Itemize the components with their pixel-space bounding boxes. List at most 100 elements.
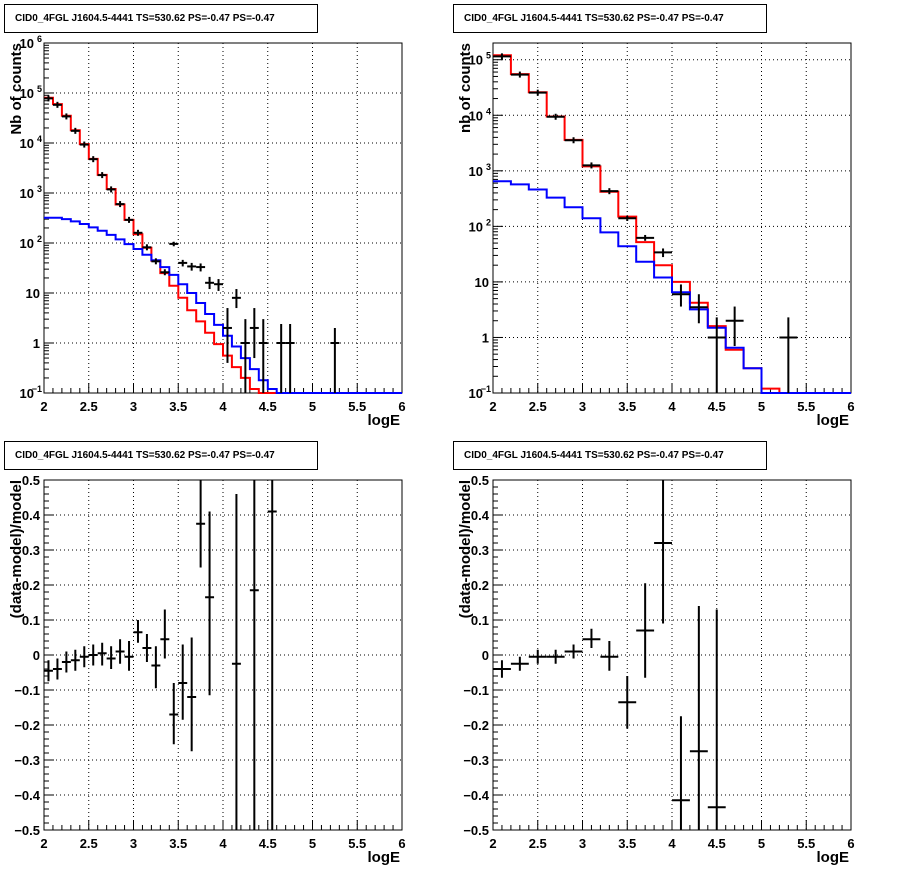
data-point [196, 263, 206, 272]
data-point [52, 658, 62, 680]
y-tick-label: −0.1 [14, 683, 40, 698]
bottom-right-title: CID0_4FGL J1604.5-4441 TS=530.62 PS=-0.4… [453, 441, 767, 470]
x-tick-label: 3 [130, 399, 137, 414]
data-point [510, 71, 529, 78]
y-tick-label: 10 [475, 275, 489, 290]
y-tick-label: 0.4 [471, 508, 490, 523]
data-point [493, 53, 511, 60]
data-point [654, 248, 672, 258]
data-point [79, 646, 89, 668]
y-tick-exponent: 6 [37, 34, 42, 44]
source-model-histogram [493, 180, 851, 394]
y-tick-label: 10 [20, 86, 34, 101]
x-axis-title: logE [817, 849, 850, 866]
data-point [564, 644, 583, 659]
x-tick-label: 3.5 [169, 399, 187, 414]
y-tick-label: −0.5 [14, 823, 40, 838]
data-point [124, 641, 134, 671]
y-tick-exponent: 5 [486, 51, 491, 61]
data-point [510, 656, 529, 671]
data-point [133, 229, 143, 236]
y-tick-label: −0.2 [463, 718, 489, 733]
x-tick-label: 5.5 [797, 399, 815, 414]
x-axis-title: logE [368, 412, 401, 429]
x-tick-label: 6 [398, 836, 405, 851]
source-model-histogram [44, 216, 402, 394]
x-tick-label: 5 [758, 399, 765, 414]
y-tick-label: 0.1 [22, 613, 40, 628]
x-tick-label: 6 [847, 836, 854, 851]
bottom-left-residual-chart: 2 2.5 3 3.5 4 4.5 5 5.5 6 −0.5 −0.4 −0.3 −0.2 −0.1 0 0.… [8, 473, 406, 866]
data-point [231, 289, 241, 309]
x-tick-label: 5 [309, 836, 316, 851]
x-tick-label: 3 [579, 399, 586, 414]
x-tick-label: 4 [219, 836, 227, 851]
x-tick-label: 4.5 [708, 399, 726, 414]
y-tick-label: 0.3 [471, 543, 489, 558]
x-tick-label: 3 [130, 836, 137, 851]
y-tick-label: 10 [469, 219, 483, 234]
y-tick-label: 10 [20, 386, 34, 401]
data-point [600, 641, 619, 671]
data-point [285, 323, 295, 393]
x-tick-label: 5.5 [348, 399, 366, 414]
data-point [249, 480, 259, 830]
y-tick-exponent: 2 [37, 234, 42, 244]
plot-frame [492, 479, 852, 831]
x-tick-label: 4.5 [259, 399, 277, 414]
data-point [546, 649, 565, 664]
x-tick-label: 2 [489, 399, 496, 414]
data-point [151, 258, 161, 265]
top-left-title: CID0_4FGL J1604.5-4441 TS=530.62 PS=-0.4… [4, 4, 318, 33]
data-point [672, 716, 690, 830]
data-point [142, 634, 152, 662]
data-point [205, 276, 215, 290]
x-tick-label: 4 [668, 836, 676, 851]
y-tick-label: 0.3 [22, 543, 40, 558]
data-point [276, 323, 286, 393]
data-point [61, 651, 71, 673]
data-point [618, 215, 637, 221]
data-point [115, 639, 125, 664]
y-tick-label: 10 [469, 53, 483, 68]
data-point [142, 244, 152, 251]
data-point [582, 628, 601, 648]
data-point [528, 89, 547, 96]
x-tick-label: 2 [40, 399, 47, 414]
x-tick-label: 5.5 [348, 836, 366, 851]
x-tick-label: 2 [489, 836, 496, 851]
data-point [564, 137, 583, 144]
x-tick-label: 6 [398, 399, 405, 414]
x-axis-title: logE [817, 412, 850, 429]
y-tick-label: −0.1 [463, 683, 489, 698]
y-axis-title: Nb of counts [8, 43, 25, 135]
data-point [582, 162, 601, 169]
x-tick-label: 3.5 [169, 836, 187, 851]
data-point [779, 317, 798, 393]
data-point [169, 241, 179, 247]
y-tick-exponent: 4 [37, 134, 42, 144]
x-tick-label: 3.5 [618, 836, 636, 851]
data-point [258, 319, 268, 393]
data-point [115, 201, 125, 208]
top-right-title: CID0_4FGL J1604.5-4441 TS=530.62 PS=-0.4… [453, 4, 767, 33]
data-point [196, 480, 206, 568]
data-point [178, 644, 188, 720]
data-point [493, 660, 511, 678]
data-points [493, 480, 726, 830]
plot-frame [43, 479, 403, 831]
data-point [214, 279, 223, 291]
data-point [44, 660, 53, 682]
y-tick-label: −0.2 [14, 718, 40, 733]
data-point [133, 620, 143, 643]
y-tick-label: 0.4 [22, 508, 41, 523]
x-tick-label: 2.5 [529, 836, 547, 851]
data-point [70, 649, 80, 671]
x-tick-label: 2.5 [80, 399, 98, 414]
data-points [44, 480, 277, 830]
y-tick-label: 10 [20, 36, 34, 51]
data-point [44, 95, 53, 102]
x-tick-label: 5 [309, 399, 316, 414]
y-tick-label: −0.4 [463, 788, 489, 803]
x-axis-title: logE [368, 849, 401, 866]
